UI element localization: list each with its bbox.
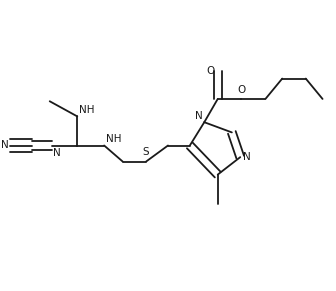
- Text: N: N: [1, 141, 8, 150]
- Text: N: N: [195, 111, 203, 121]
- Text: O: O: [207, 66, 215, 76]
- Text: N: N: [53, 148, 61, 158]
- Text: N: N: [243, 152, 251, 162]
- Text: S: S: [143, 147, 150, 157]
- Text: NH: NH: [106, 134, 122, 144]
- Text: NH: NH: [79, 105, 95, 115]
- Text: O: O: [237, 85, 245, 95]
